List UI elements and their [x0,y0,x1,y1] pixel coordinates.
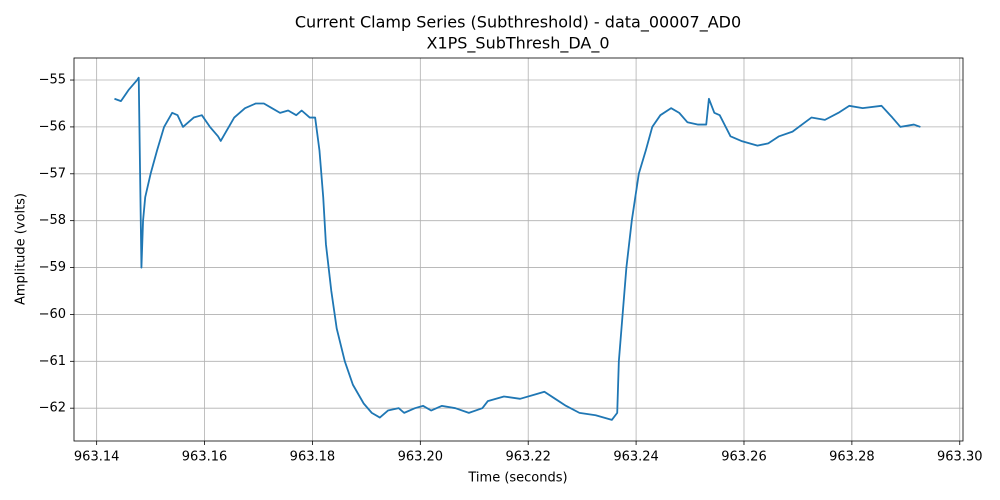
x-tick-label: 963.14 [74,450,120,465]
x-tick-label: 963.26 [721,450,767,465]
y-tick-label: −59 [39,260,66,275]
x-tick-label: 963.18 [290,450,336,465]
x-tick-label: 963.30 [937,450,983,465]
plot-frame [73,57,964,442]
x-tick-label: 963.24 [613,450,659,465]
y-tick-label: −56 [39,119,66,134]
chart-subtitle: X1PS_SubThresh_DA_0 [426,34,609,54]
chart-title: Current Clamp Series (Subthreshold) - da… [295,13,741,33]
y-tick-label: −61 [39,354,66,369]
y-tick-label: −60 [39,307,66,322]
x-tick-label: 963.28 [829,450,875,465]
y-axis-label: Amplitude (volts) [14,193,29,305]
y-tick-label: −62 [39,401,66,416]
y-tick-label: −57 [39,166,66,181]
y-tick-label: −58 [39,213,66,228]
data-line [114,76,921,421]
x-axis-label: Time (seconds) [467,471,567,486]
x-tick-label: 963.16 [182,450,228,465]
y-tick-label: −55 [39,73,66,88]
x-tick-label: 963.22 [505,450,551,465]
x-tick-label: 963.20 [398,450,444,465]
